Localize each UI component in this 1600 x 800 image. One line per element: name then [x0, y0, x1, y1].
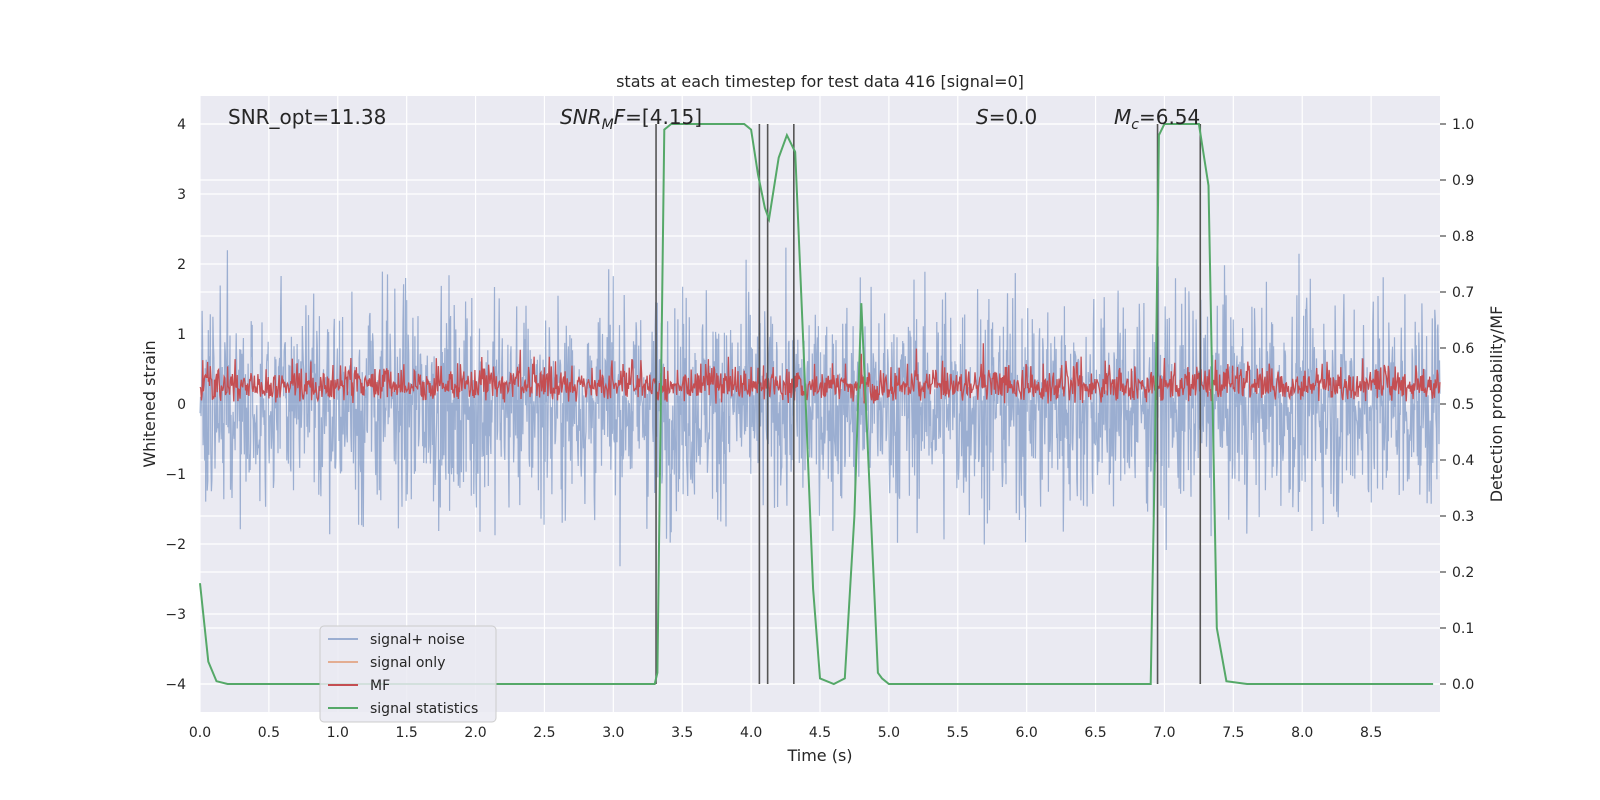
signal-noise-line: [199, 247, 1441, 567]
chart-title: stats at each timestep for test data 416…: [616, 72, 1024, 91]
y2-tick-label: 0.7: [1452, 285, 1474, 301]
x-tick-label: 8.0: [1291, 725, 1313, 741]
x-tick-label: 0.5: [258, 725, 280, 741]
y-tick-label: 2: [177, 257, 186, 273]
y-axis-ticks: 4 3 2 1 0 −1 −2 −3 −4: [165, 117, 186, 693]
x-tick-label: 2.0: [464, 725, 486, 741]
x-tick-label: 7.5: [1222, 725, 1244, 741]
x-tick-label: 3.5: [671, 725, 693, 741]
x-tick-label: 8.5: [1360, 725, 1382, 741]
y-tick-label: 4: [177, 117, 186, 133]
x-tick-label: 5.0: [878, 725, 900, 741]
y-tick-label: −3: [165, 607, 186, 623]
annotation-mc-subscript: c: [1131, 117, 1139, 133]
x-tick-label: 1.0: [327, 725, 349, 741]
y-tick-label: −4: [165, 677, 186, 693]
legend-box: [319, 625, 497, 723]
y-axis-label: Whitened strain: [140, 340, 159, 467]
x-axis-ticks: 0.0 0.5 1.0 1.5 2.0 2.5 3.0 3.5 4.0 4.5 5.0 5.5 6.0 6…: [189, 725, 1382, 741]
x-tick-label: 4.0: [740, 725, 762, 741]
annotation-s-value: =0.0: [989, 105, 1038, 129]
y2-tick-label: 0.4: [1452, 453, 1474, 469]
y2-axis-label: Detection probability/MF: [1487, 306, 1506, 503]
annotation-snr-mf-value: =[4.15]: [625, 105, 702, 129]
y-tick-label: −1: [165, 467, 186, 483]
annotation-snr-opt: SNR_opt=11.38: [228, 105, 386, 129]
y2-axis-ticks: 1.0 0.9 0.8 0.7 0.6 0.5 0.4 0.3 0.2 0.1 0.0: [1440, 117, 1474, 693]
legend-label-signal-noise: signal+ noise: [370, 632, 465, 648]
annotation-s: S=0.0: [976, 105, 1037, 129]
x-tick-label: 0.0: [189, 725, 211, 741]
legend-label-mf: MF: [370, 678, 390, 694]
y2-tick-label: 0.3: [1452, 509, 1474, 525]
mf-series: [199, 343, 1441, 404]
y2-tick-label: 0.8: [1452, 229, 1474, 245]
annotation-snr-mf-variable: F: [614, 105, 626, 129]
x-tick-label: 3.0: [602, 725, 624, 741]
annotation-snr-mf: SNRMF=[4.15]: [560, 105, 702, 133]
x-tick-label: 1.5: [396, 725, 418, 741]
annotation-mc-symbol: M: [1114, 105, 1131, 129]
x-tick-label: 4.5: [809, 725, 831, 741]
y2-tick-label: 0.0: [1452, 677, 1474, 693]
mf-line: [199, 343, 1441, 404]
y2-tick-label: 0.6: [1452, 341, 1474, 357]
x-axis-label: Time (s): [786, 746, 852, 765]
x-tick-label: 6.0: [1016, 725, 1038, 741]
signal-statistics-series: [199, 123, 1434, 686]
signal-statistics-line: [199, 123, 1434, 686]
annotation-snr-mf-subscript: M: [602, 117, 614, 133]
x-tick-label: 5.5: [947, 725, 969, 741]
annotation-mc: Mc=6.54: [1114, 105, 1200, 133]
legend-label-signal-statistics: signal statistics: [370, 701, 478, 717]
legend-label-signal-only: signal only: [370, 655, 445, 671]
y2-tick-label: 1.0: [1452, 117, 1474, 133]
y-tick-label: 3: [177, 187, 186, 203]
y-tick-label: −2: [165, 537, 186, 553]
y-tick-label: 0: [177, 397, 186, 413]
y2-tick-label: 0.9: [1452, 173, 1474, 189]
y2-tick-label: 0.2: [1452, 565, 1474, 581]
y2-tick-label: 0.5: [1452, 397, 1474, 413]
annotation-mc-value: =6.54: [1139, 105, 1200, 129]
x-tick-label: 7.0: [1153, 725, 1175, 741]
y2-tick-label: 0.1: [1452, 621, 1474, 637]
x-tick-label: 2.5: [533, 725, 555, 741]
signal-noise-series: [199, 247, 1441, 567]
y-tick-label: 1: [177, 327, 186, 343]
legend: signal+ noise signal only MF signal stat…: [319, 625, 497, 723]
x-tick-label: 6.5: [1084, 725, 1106, 741]
annotation-s-symbol: S: [976, 105, 989, 129]
annotation-snr-mf-symbol: SNR: [560, 105, 602, 129]
